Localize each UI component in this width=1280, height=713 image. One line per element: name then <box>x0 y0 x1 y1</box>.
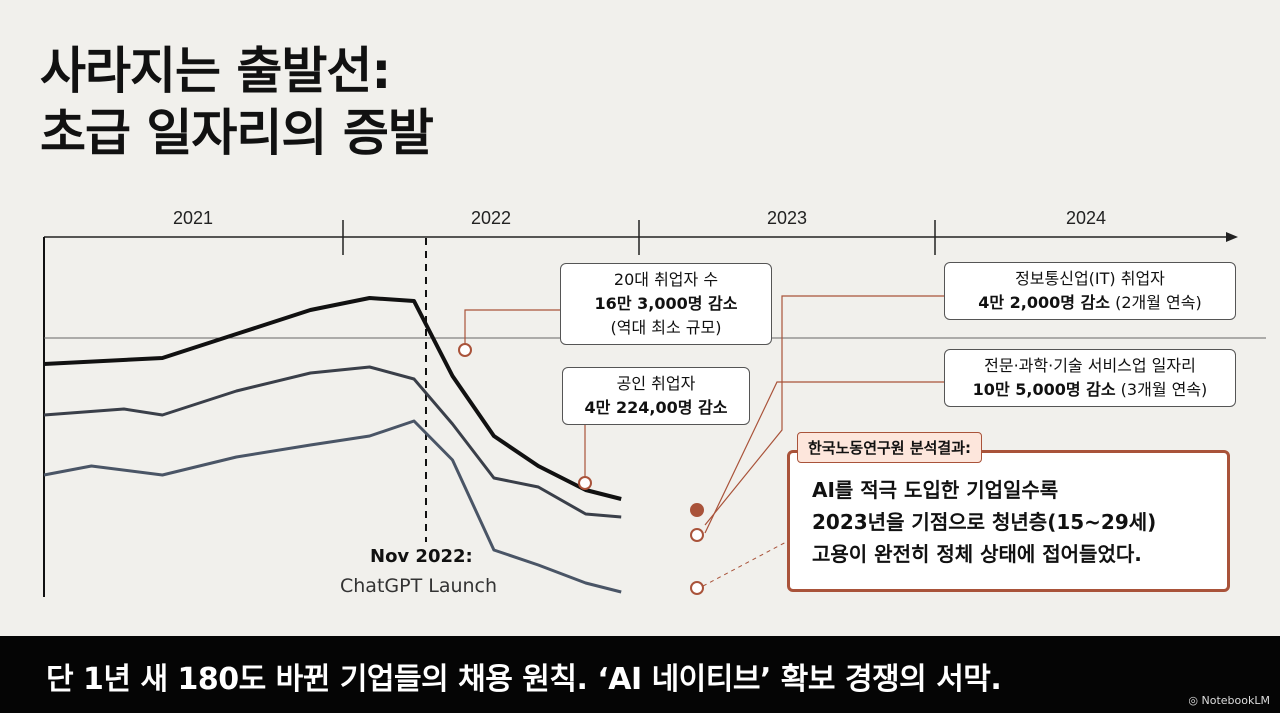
callout-professional-services: 전문·과학·기술 서비스업 일자리 10만 5,000명 감소 (3개월 연속) <box>944 349 1236 407</box>
milestone-date: Nov 2022: <box>370 546 473 567</box>
brand-watermark: ◎ NotebookLM <box>1188 694 1270 707</box>
callout-young-employment: 20대 취업자 수 16만 3,000명 감소 (역대 최소 규모) <box>560 263 772 345</box>
year-label-2024: 2024 <box>1066 208 1106 228</box>
analysis-text: AI를 적극 도입한 기업일수록 2023년을 기점으로 청년층(15~29세)… <box>812 474 1222 570</box>
brand-name: NotebookLM <box>1201 694 1270 707</box>
callout-value: 4만 224,00명 감소 <box>584 398 728 417</box>
connector-line <box>704 381 944 534</box>
callout-label: 공인 취업자 <box>616 374 696 393</box>
analysis-line-1: AI를 적극 도입한 기업일수록 <box>812 478 1059 502</box>
notebook-icon: ◎ <box>1188 694 1202 707</box>
callout-note: (3개월 연속) <box>1120 380 1208 399</box>
callout-label: 20대 취업자 수 <box>613 270 719 289</box>
title-line-1: 사라지는 출발선: <box>40 42 391 100</box>
series-endpoint <box>690 528 704 542</box>
series-layer <box>43 296 622 594</box>
callout-public-employment: 공인 취업자 4만 224,00명 감소 <box>562 367 750 425</box>
connector-line <box>464 309 560 350</box>
employment-line-chart: 2021 2022 2023 2024 <box>43 208 1266 597</box>
analysis-box <box>787 450 1230 592</box>
connector-line <box>704 295 944 526</box>
analysis-line-2: 2023년을 기점으로 청년층(15~29세) <box>812 510 1157 534</box>
series-line-1 <box>43 296 622 501</box>
year-label-2022: 2022 <box>471 208 511 228</box>
series-line-2 <box>43 365 622 519</box>
analysis-tag: 한국노동연구원 분석결과: <box>797 432 983 463</box>
timeline-arrow-icon <box>1226 232 1238 242</box>
series-point <box>578 476 592 490</box>
title-line-2: 초급 일자리의 증발 <box>40 104 434 162</box>
callout-it-employment: 정보통신업(IT) 취업자 4만 2,000명 감소 (2개월 연속) <box>944 262 1236 320</box>
connector-line <box>702 539 791 587</box>
year-label-2021: 2021 <box>173 208 213 228</box>
series-endpoint <box>690 503 704 517</box>
year-label-2023: 2023 <box>767 208 807 228</box>
footer-banner: 단 1년 새 180도 바뀐 기업들의 채용 원칙. ‘AI 네이티브’ 확보 … <box>0 636 1280 713</box>
callout-note: (2개월 연속) <box>1115 293 1202 312</box>
series-endpoint <box>690 581 704 595</box>
page-title: 사라지는 출발선: 초급 일자리의 증발 <box>40 40 434 164</box>
analysis-line-3: 고용이 완전히 정체 상태에 접어들었다. <box>812 542 1142 566</box>
callout-note: (역대 최소 규모) <box>610 318 722 337</box>
callout-value: 4만 2,000명 감소 <box>978 293 1111 312</box>
series-line-3 <box>43 419 622 594</box>
callout-label: 정보통신업(IT) 취업자 <box>1015 269 1165 288</box>
callout-value: 10만 5,000명 감소 <box>972 380 1116 399</box>
series-point <box>458 343 472 357</box>
callout-value: 16만 3,000명 감소 <box>594 294 738 313</box>
milestone-label: ChatGPT Launch <box>340 575 498 597</box>
footer-caption: 단 1년 새 180도 바뀐 기업들의 채용 원칙. ‘AI 네이티브’ 확보 … <box>46 662 1002 697</box>
callout-label: 전문·과학·기술 서비스업 일자리 <box>984 356 1196 375</box>
